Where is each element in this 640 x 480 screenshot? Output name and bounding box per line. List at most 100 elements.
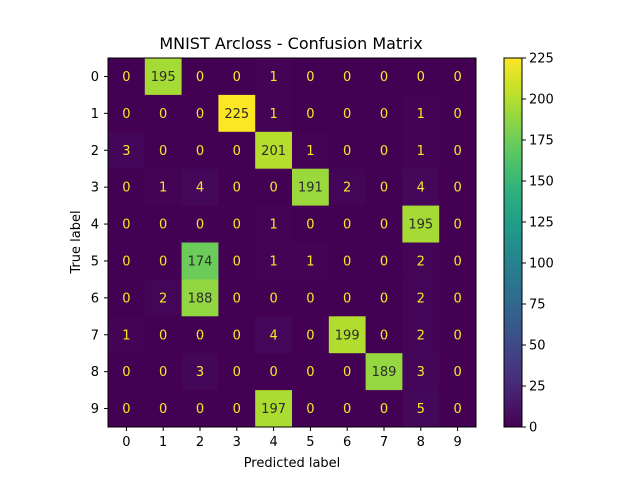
heatmap-cell	[292, 390, 330, 428]
cell-value-label: 0	[380, 107, 388, 122]
heatmap-cell	[292, 353, 330, 391]
x-tick-label: 8	[417, 435, 425, 450]
heatmap-cell	[402, 131, 440, 170]
cell-value-label: 0	[380, 328, 388, 343]
chart-title: MNIST Arcloss - Confusion Matrix	[159, 34, 422, 53]
heatmap-cell	[439, 94, 477, 133]
heatmap-cell	[365, 94, 403, 133]
cell-value-label: 0	[380, 70, 388, 85]
heatmap-cell	[255, 353, 293, 391]
cell-value-label: 0	[196, 402, 204, 417]
cell-value-label: 0	[122, 365, 130, 380]
cell-value-label: 1	[269, 70, 277, 85]
heatmap-cell	[255, 279, 293, 317]
cell-value-label: 0	[380, 218, 388, 233]
heatmap-cell	[108, 205, 146, 243]
cell-value-label: 0	[453, 328, 461, 343]
colorbar-tick-label: 50	[529, 339, 546, 354]
cell-value-label: 197	[261, 402, 286, 417]
cell-value-label: 174	[188, 254, 213, 269]
heatmap-cell	[144, 279, 183, 317]
heatmap-cell	[439, 58, 477, 96]
heatmap-cell	[144, 205, 183, 243]
heatmap-cell	[144, 58, 183, 96]
cell-value-label: 0	[453, 144, 461, 159]
heatmap-cell	[255, 242, 293, 280]
heatmap-cell	[402, 205, 440, 243]
cell-value-label: 0	[122, 181, 130, 196]
colorbar-ticks: 0 25 50 75 100 125 150 175 200 225	[522, 52, 554, 436]
heatmap-cell	[328, 205, 367, 243]
heatmap-cell	[402, 353, 440, 391]
heatmap-cell	[255, 168, 293, 207]
cell-value-label: 1	[269, 218, 277, 233]
cell-value-label: 0	[343, 291, 351, 306]
heatmap-cell	[108, 353, 146, 391]
heatmap-cell	[365, 168, 403, 207]
cell-value-label: 2	[417, 254, 425, 269]
heatmap-cell	[402, 168, 440, 207]
cell-value-label: 201	[261, 144, 286, 159]
heatmap-cell	[328, 242, 367, 280]
y-tick-label: 1	[91, 107, 99, 122]
cell-value-label: 189	[372, 365, 397, 380]
heatmap-cell	[328, 390, 367, 428]
cell-value-label: 0	[196, 144, 204, 159]
heatmap-cell	[108, 131, 146, 170]
cell-value-label: 2	[343, 181, 351, 196]
heatmap-cell	[292, 242, 330, 280]
heatmap-cell	[108, 242, 146, 280]
heatmap-cell	[255, 390, 293, 428]
cell-value-label: 1	[417, 107, 425, 122]
heatmap-cells	[108, 58, 477, 428]
cell-value-label: 0	[159, 254, 167, 269]
cell-value-label: 0	[233, 328, 241, 343]
cell-value-label: 0	[196, 70, 204, 85]
heatmap-cell	[328, 279, 367, 317]
cell-value-label: 0	[306, 107, 314, 122]
cell-value-label: 188	[188, 291, 213, 306]
cell-value-label: 0	[306, 365, 314, 380]
colorbar-tick-label: 150	[529, 175, 554, 190]
heatmap-cell	[439, 242, 477, 280]
cell-value-label: 0	[159, 402, 167, 417]
plot-frame	[107, 57, 477, 428]
cell-value-label: 0	[343, 107, 351, 122]
heatmap-cell	[108, 316, 146, 354]
cell-value-label: 1	[269, 107, 277, 122]
heatmap-cell	[439, 205, 477, 243]
heatmap-cell	[218, 94, 256, 133]
cell-value-label: 1	[306, 144, 314, 159]
heatmap-cell	[402, 390, 440, 428]
y-tick-label: 6	[91, 291, 99, 306]
heatmap-cell	[181, 205, 219, 243]
heatmap-cell	[365, 279, 403, 317]
cell-value-label: 0	[453, 291, 461, 306]
cell-value-label: 0	[269, 291, 277, 306]
heatmap-cell	[365, 353, 403, 391]
cell-value-label: 0	[380, 144, 388, 159]
heatmap-cell	[255, 58, 293, 96]
cell-value-label: 0	[453, 254, 461, 269]
heatmap-cell	[328, 131, 367, 170]
cell-value-label: 0	[233, 402, 241, 417]
cell-value-label: 0	[343, 218, 351, 233]
cell-value-label: 0	[453, 181, 461, 196]
cell-value-label: 3	[196, 365, 204, 380]
cell-value-label: 0	[159, 365, 167, 380]
cell-value-label: 0	[233, 218, 241, 233]
heatmap-cell	[292, 94, 330, 133]
heatmap-cell	[292, 58, 330, 96]
heatmap-cell	[181, 58, 219, 96]
heatmap-cell	[181, 316, 219, 354]
cell-value-label: 2	[417, 291, 425, 306]
heatmap-cell	[218, 205, 256, 243]
y-tick-label: 0	[91, 70, 99, 85]
heatmap-cell	[365, 390, 403, 428]
cell-value-label: 0	[122, 218, 130, 233]
y-tick-label: 8	[91, 365, 99, 380]
colorbar-tick-label: 200	[529, 93, 554, 108]
cell-value-label: 1	[417, 144, 425, 159]
colorbar-tick-label: 125	[529, 216, 554, 231]
